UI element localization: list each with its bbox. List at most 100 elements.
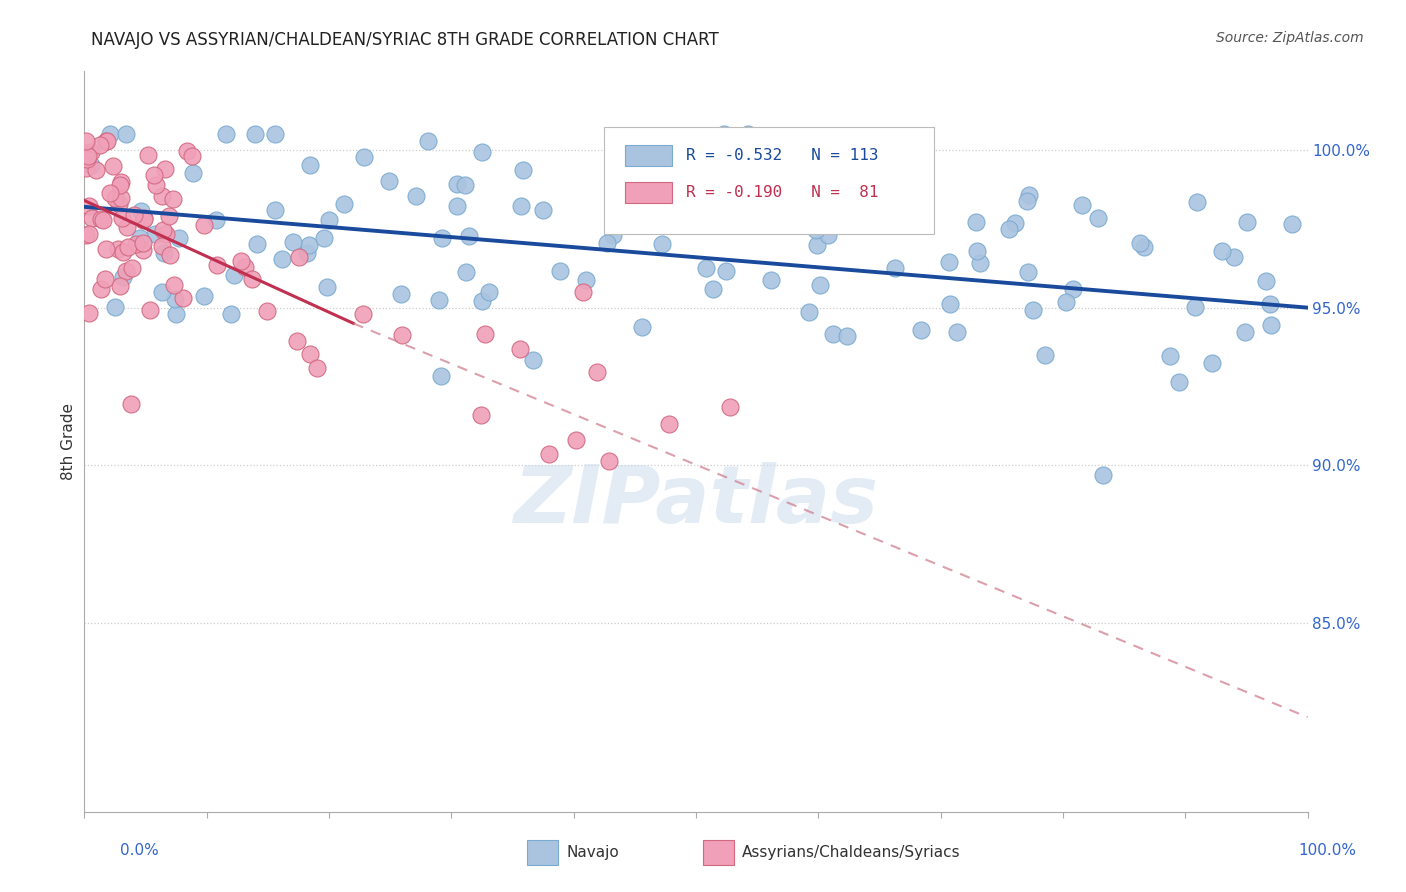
Point	[389, 287, 412, 301]
Point	[1062, 282, 1084, 296]
Point	[96, 134, 118, 148]
Point	[110, 175, 132, 189]
Point	[797, 305, 820, 319]
Point	[80, 211, 103, 225]
Point	[1211, 244, 1233, 259]
Point	[299, 158, 322, 172]
Point	[454, 265, 477, 279]
Point	[713, 128, 735, 142]
Point	[575, 272, 598, 286]
Point	[121, 260, 143, 275]
Point	[602, 228, 624, 243]
Point	[742, 136, 765, 151]
Point	[145, 178, 167, 192]
Point	[222, 268, 245, 282]
Point	[1033, 348, 1056, 362]
Point	[852, 196, 875, 211]
Point	[114, 263, 136, 277]
Point	[353, 150, 375, 164]
Point	[1222, 250, 1244, 264]
Point	[131, 235, 153, 250]
Point	[150, 189, 173, 203]
Point	[548, 264, 571, 278]
Point	[287, 250, 309, 264]
Point	[98, 186, 121, 200]
Point	[702, 282, 724, 296]
Point	[1201, 356, 1223, 370]
Point	[205, 213, 228, 227]
Point	[969, 256, 991, 270]
Point	[658, 417, 681, 431]
Point	[598, 453, 620, 467]
Point	[172, 291, 194, 305]
Point	[150, 238, 173, 252]
Point	[1234, 325, 1257, 339]
Point	[120, 397, 142, 411]
Point	[163, 278, 186, 293]
Point	[318, 212, 340, 227]
Point	[165, 307, 187, 321]
Point	[1091, 467, 1114, 482]
Point	[429, 369, 451, 384]
Point	[167, 231, 190, 245]
Point	[478, 285, 501, 300]
Point	[76, 153, 98, 167]
Point	[153, 246, 176, 260]
Point	[136, 148, 159, 162]
Point	[853, 199, 876, 213]
Point	[427, 293, 450, 308]
Point	[416, 134, 439, 148]
Point	[132, 243, 155, 257]
Point	[997, 222, 1019, 236]
Point	[759, 273, 782, 287]
Point	[89, 137, 111, 152]
Point	[1021, 303, 1043, 318]
Point	[391, 328, 413, 343]
Text: R = -0.532   N = 113: R = -0.532 N = 113	[686, 147, 879, 162]
Point	[1159, 350, 1181, 364]
Point	[679, 153, 702, 168]
Point	[128, 231, 150, 245]
Point	[596, 236, 619, 251]
Point	[333, 197, 356, 211]
Text: Source: ZipAtlas.com: Source: ZipAtlas.com	[1216, 31, 1364, 45]
Point	[1260, 297, 1282, 311]
Point	[111, 269, 134, 284]
Point	[139, 302, 162, 317]
Point	[430, 230, 453, 244]
Point	[804, 223, 827, 237]
Point	[471, 145, 494, 159]
Point	[246, 236, 269, 251]
Point	[125, 237, 148, 252]
Point	[117, 240, 139, 254]
Point	[509, 199, 531, 213]
Point	[285, 334, 308, 349]
Point	[1018, 187, 1040, 202]
Point	[115, 128, 138, 142]
Point	[314, 231, 336, 245]
Point	[75, 134, 97, 148]
Point	[585, 365, 607, 379]
Point	[281, 235, 304, 249]
Point	[264, 128, 287, 142]
Point	[965, 214, 987, 228]
Point	[1004, 216, 1026, 230]
Point	[1017, 194, 1039, 208]
Point	[966, 244, 988, 258]
Point	[80, 145, 103, 160]
Point	[75, 146, 97, 161]
Point	[108, 178, 131, 192]
Point	[240, 271, 263, 285]
Point	[295, 245, 318, 260]
Point	[695, 260, 717, 275]
Point	[150, 285, 173, 299]
Point	[938, 255, 960, 269]
Point	[193, 218, 215, 232]
Point	[1129, 235, 1152, 250]
Point	[939, 296, 962, 310]
Point	[181, 166, 204, 180]
Text: Navajo: Navajo	[567, 846, 620, 860]
Point	[631, 320, 654, 334]
Point	[1260, 318, 1282, 332]
Point	[678, 212, 700, 227]
